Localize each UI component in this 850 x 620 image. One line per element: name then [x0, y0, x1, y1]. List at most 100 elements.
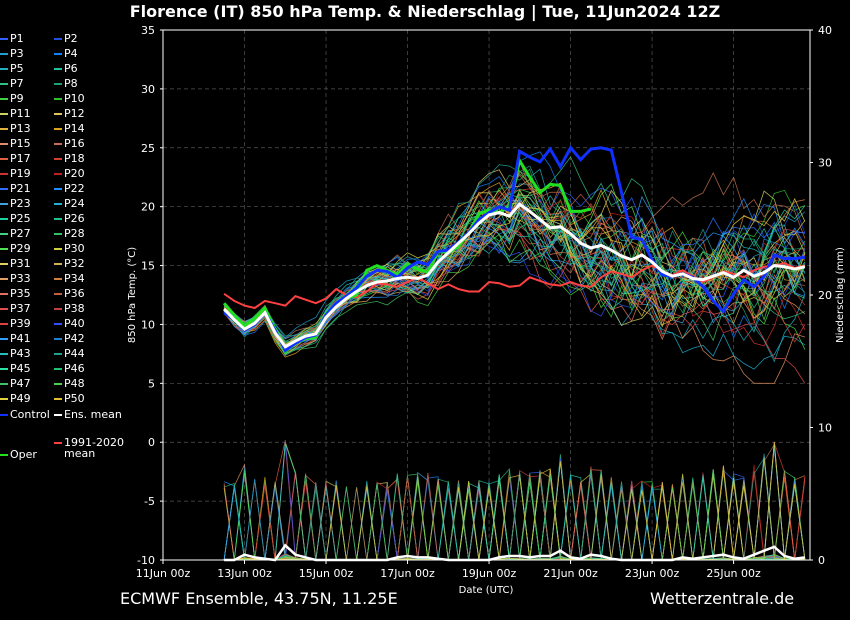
legend-label: P46 — [64, 362, 85, 375]
legend-item-p33: P33 — [0, 273, 31, 285]
legend-item-p43: P43 — [0, 348, 31, 360]
legend-swatch — [54, 442, 62, 444]
legend-item-p22: P22 — [54, 183, 85, 195]
member-line-50 — [223, 204, 806, 346]
legend-item-p19: P19 — [0, 168, 31, 180]
x-tick-label: 11Jun 00z — [136, 567, 191, 580]
legend-label: P17 — [10, 152, 31, 165]
legend-swatch — [0, 98, 8, 100]
legend-swatch — [54, 53, 62, 55]
y-tick-label: 35 — [141, 24, 155, 37]
legend-swatch — [54, 128, 62, 130]
legend-label: P44 — [64, 347, 85, 360]
legend-swatch — [54, 278, 62, 280]
legend-swatch — [54, 368, 62, 370]
chart-title: Florence (IT) 850 hPa Temp. & Niederschl… — [129, 2, 721, 21]
legend-swatch — [0, 293, 8, 295]
legend-label: P16 — [64, 137, 85, 150]
legend-item-p17: P17 — [0, 153, 31, 165]
legend-label: P32 — [64, 257, 85, 270]
legend-swatch — [0, 233, 8, 235]
legend-swatch — [0, 143, 8, 145]
member-precip-45 — [224, 443, 805, 561]
x-tick-label: 15Jun 00z — [299, 567, 354, 580]
legend-item-p24: P24 — [54, 198, 85, 210]
legend-swatch — [0, 68, 8, 70]
legend-label: P9 — [10, 92, 24, 105]
site-credit: Wetterzentrale.de — [650, 589, 795, 608]
member-line-47 — [223, 188, 806, 355]
legend-item-ens-mean: Ens. mean — [54, 409, 122, 421]
legend-swatch — [0, 383, 8, 385]
legend-label: Ens. mean — [64, 408, 122, 421]
legend-label: P35 — [10, 287, 31, 300]
model-info: ECMWF Ensemble, 43.75N, 11.25E — [120, 589, 398, 608]
legend-swatch — [0, 203, 8, 205]
legend-swatch — [54, 233, 62, 235]
legend-label: P31 — [10, 257, 31, 270]
legend-swatch — [54, 323, 62, 325]
x-axis-label: Date (UTC) — [459, 585, 514, 596]
legend-item-oper: Oper — [0, 449, 37, 461]
legend-item-p37: P37 — [0, 303, 31, 315]
legend-swatch — [54, 383, 62, 385]
legend-label: P7 — [10, 77, 24, 90]
legend-item-p23: P23 — [0, 198, 31, 210]
legend-swatch — [0, 323, 8, 325]
legend-item-p18: P18 — [54, 153, 85, 165]
legend-label: P2 — [64, 32, 78, 45]
legend-swatch — [54, 353, 62, 355]
legend-swatch — [54, 83, 62, 85]
legend-swatch — [0, 414, 8, 416]
legend-swatch — [54, 203, 62, 205]
legend-item-p5: P5 — [0, 63, 24, 75]
y-tick-label: 5 — [148, 377, 155, 390]
legend-item-p12: P12 — [54, 108, 85, 120]
legend-swatch — [0, 53, 8, 55]
legend-swatch — [0, 218, 8, 220]
legend-item-p13: P13 — [0, 123, 31, 135]
legend-label: 1991-2020 — [64, 436, 124, 449]
legend-label: P12 — [64, 107, 85, 120]
y-tick-label: 30 — [141, 83, 155, 96]
y2-axis-ticks: 0 10 20 30 40 — [810, 24, 832, 567]
x-tick-label: 23Jun 00z — [625, 567, 680, 580]
y-tick-label: -5 — [144, 495, 155, 508]
legend-label: P38 — [64, 302, 85, 315]
legend-item-p32: P32 — [54, 258, 85, 270]
legend-item-p35: P35 — [0, 288, 31, 300]
legend-label: P26 — [64, 212, 85, 225]
legend-label: Control — [10, 408, 50, 421]
legend-swatch — [0, 113, 8, 115]
legend-label: P24 — [64, 197, 85, 210]
legend-label: P43 — [10, 347, 31, 360]
legend-label: Oper — [10, 448, 37, 461]
member-precip-1 — [224, 447, 805, 561]
legend-label: P49 — [10, 392, 31, 405]
legend-label: P34 — [64, 272, 85, 285]
legend-item-p30: P30 — [54, 243, 85, 255]
member-precip-21 — [224, 443, 805, 561]
y2-tick-label: 0 — [818, 554, 825, 567]
legend-item-climate-mean: 1991-2020 — [54, 437, 124, 449]
legend-item-p39: P39 — [0, 318, 31, 330]
legend-swatch — [0, 263, 8, 265]
legend-label: P20 — [64, 167, 85, 180]
legend-swatch — [54, 188, 62, 190]
legend-label: P11 — [10, 107, 31, 120]
member-precip-10 — [223, 444, 805, 561]
legend-swatch — [0, 128, 8, 130]
legend-label: P22 — [64, 182, 85, 195]
legend-label: P39 — [10, 317, 31, 330]
legend-item-p45: P45 — [0, 363, 31, 375]
member-line-40 — [223, 237, 806, 348]
legend-label: P30 — [64, 242, 85, 255]
legend-item-p20: P20 — [54, 168, 85, 180]
legend-item-p6: P6 — [54, 63, 78, 75]
legend-swatch — [54, 263, 62, 265]
legend-label: P33 — [10, 272, 31, 285]
legend-item-p26: P26 — [54, 213, 85, 225]
legend-item-p21: P21 — [0, 183, 31, 195]
legend-swatch — [0, 173, 8, 175]
precipitation-lines — [223, 440, 806, 562]
